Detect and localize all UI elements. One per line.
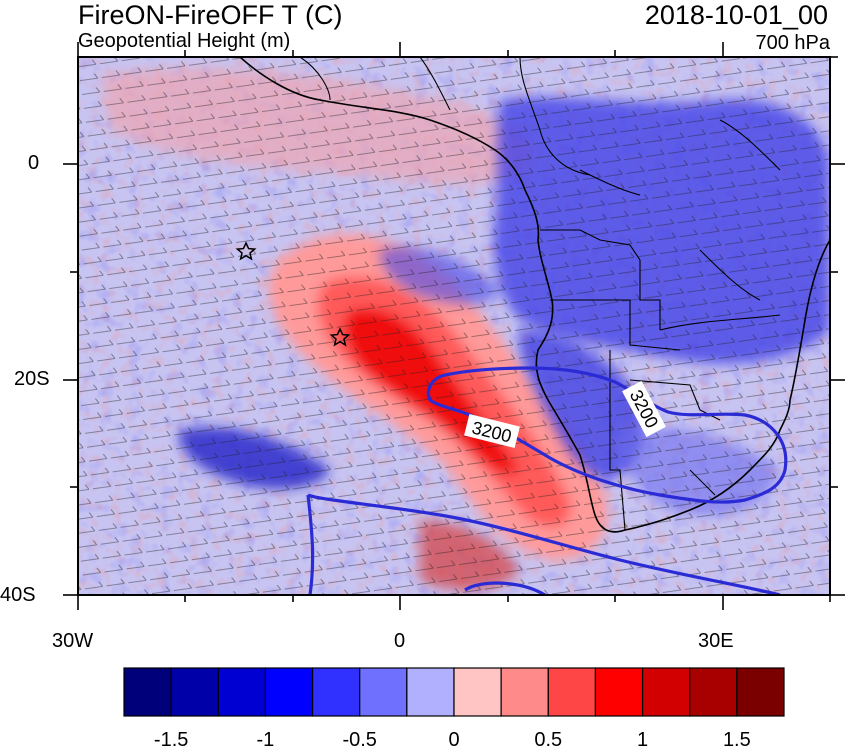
colorbar	[123, 667, 785, 717]
pressure-level: 700 hPa	[755, 32, 830, 54]
colorbar-tick-label: 1	[637, 729, 649, 751]
colorbar-swatch-6	[406, 667, 455, 717]
colorbar-swatch-4	[311, 667, 361, 717]
plot-subtitle: Geopotential Height (m)	[78, 30, 291, 52]
valid-time: 2018-10-01_00	[644, 0, 828, 30]
colorbar-swatch-1	[170, 667, 219, 717]
colorbar-swatch-10	[594, 667, 644, 717]
map-field: 3200 3200	[78, 57, 830, 595]
coastline	[239, 57, 830, 533]
y-tick-label-0: 0	[28, 152, 40, 174]
x-tick-label-30e: 30E	[698, 630, 734, 652]
colorbar-swatch-12	[689, 667, 738, 717]
colorbar-swatch-8	[500, 667, 549, 717]
colorbar-tick-label: -1	[256, 729, 275, 751]
star-marker-1	[235, 241, 257, 261]
y-tick-label-40s: 40S	[0, 584, 36, 606]
colorbar-swatch-2	[217, 667, 267, 717]
colorbar-tick-label: -0.5	[342, 729, 377, 751]
axis-ticks	[63, 42, 845, 610]
colorbar-tick-label: 0.5	[534, 729, 563, 751]
colorbar-swatch-5	[359, 667, 408, 717]
country-borders	[299, 57, 781, 531]
colorbar-swatch-11	[641, 667, 691, 717]
x-tick-label-30w: 30W	[52, 630, 94, 652]
plot-frame	[77, 56, 831, 596]
colorbar-swatch-9	[547, 667, 597, 717]
colorbar-tick-label: -1.5	[153, 729, 189, 751]
colorbar-tick-label: 0	[448, 729, 460, 751]
colorbar-tick-label: 1.5	[722, 729, 751, 751]
geopotential-contours	[306, 366, 788, 595]
plot-title: FireON-FireOFF T (C)	[78, 0, 343, 30]
star-marker-2	[329, 327, 351, 347]
colorbar-swatch-13	[736, 667, 785, 717]
colorbar-swatch-7	[453, 667, 502, 717]
x-tick-label-0: 0	[394, 630, 406, 652]
y-tick-label-20s: 20S	[14, 368, 50, 390]
colorbar-swatch-0	[123, 667, 172, 717]
colorbar-swatch-3	[264, 667, 314, 717]
